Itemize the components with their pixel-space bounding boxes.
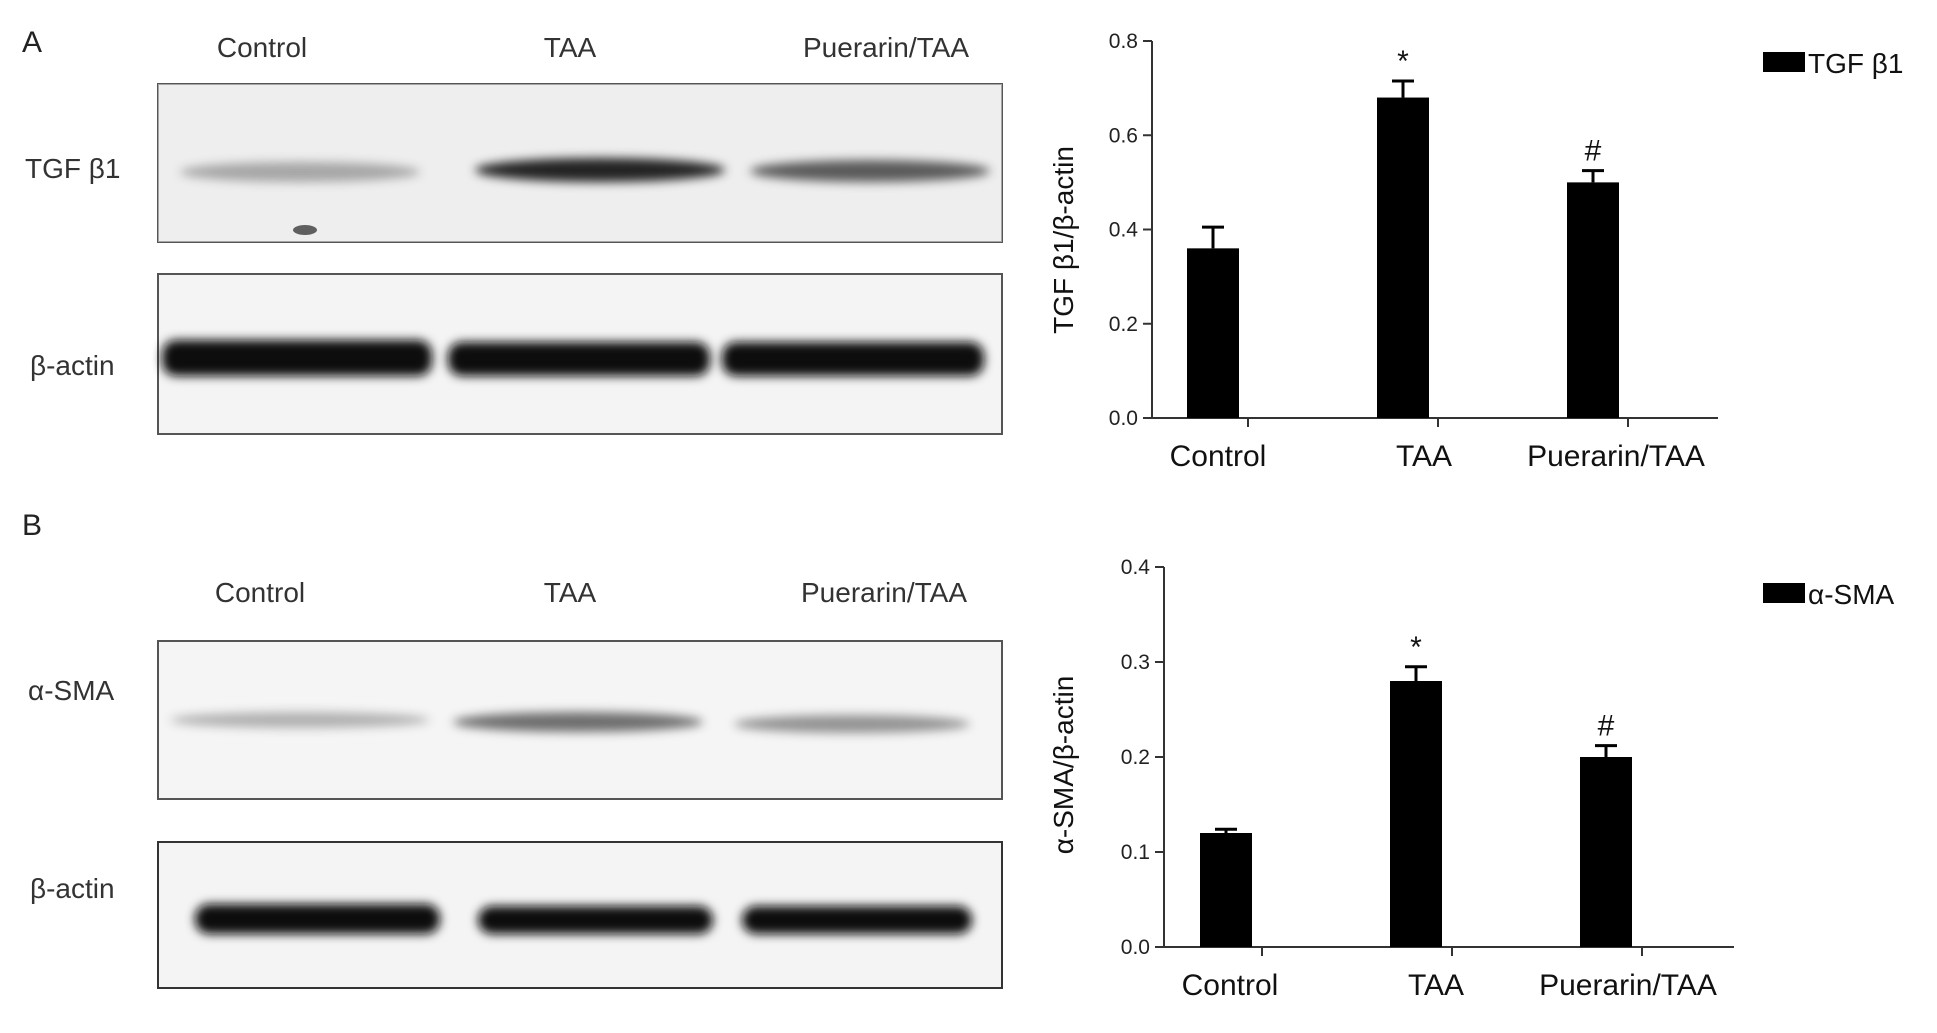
y-tick-label: 0.0 [1109,407,1138,430]
y-tick-label: 0.4 [1121,556,1151,579]
lane-label: Puerarin/TAA [801,577,967,608]
blot-row-label: α-SMA [28,675,115,706]
legend: α-SMA [1763,579,1895,610]
western-blot-strip [157,841,1003,989]
x-tick-label: Control [1182,969,1279,1002]
panel-letter: B [22,509,42,542]
blot-band [742,906,972,934]
bar [1567,182,1619,418]
legend-swatch [1763,52,1805,72]
bar [1390,681,1442,947]
y-tick-label: 0.8 [1109,30,1138,53]
legend-label: α-SMA [1808,579,1895,610]
western-blot-strip [157,273,1003,435]
lane-label: Control [217,32,307,63]
blot-band [722,342,984,376]
blot-band [195,904,440,934]
lane-label: Control [215,577,305,608]
blot-band [478,906,713,934]
x-tick-label: TAA [1408,969,1464,1002]
y-axis-label: α-SMA/β-actin [1048,676,1079,855]
significance-marker: * [1410,631,1422,664]
y-tick-label: 0.1 [1121,841,1150,864]
blot-band [734,715,970,733]
y-tick-label: 0.4 [1109,219,1139,242]
bar [1377,97,1429,419]
significance-marker: # [1598,710,1615,743]
blot-row-label: β-actin [30,873,115,904]
blot-band [162,340,432,376]
bar-chart-asma: α-SMA α-SMA/β-actin 0.0 0.1 0.2 0.3 0.4 Contr… [1048,556,1895,1002]
blot-band [448,342,710,376]
y-tick-label: 0.6 [1109,124,1138,147]
bar [1187,248,1239,418]
significance-marker: * [1397,45,1409,78]
panel-letter: A [22,26,42,59]
blot-band [750,160,990,182]
y-tick-label: 0.0 [1121,936,1150,959]
y-axis-label: TGF β1/β-actin [1048,146,1079,334]
blot-row-label: TGF β1 [25,153,120,184]
blot-band [180,162,420,182]
blot-band [170,712,430,728]
bar [1200,833,1252,947]
legend: TGF β1 [1763,48,1903,79]
y-tick-label: 0.2 [1121,746,1150,769]
legend-swatch [1763,583,1805,603]
western-blot-strip [157,640,1003,800]
panel-a: A Control TAA Puerarin/TAA TGF β1 β-acti… [22,26,1903,473]
y-tick-label: 0.3 [1121,651,1150,674]
blot-band [453,712,703,732]
significance-marker: # [1585,135,1602,168]
x-tick-label: Control [1170,440,1267,473]
western-blot-strip [157,83,1003,243]
lane-label: TAA [544,577,597,608]
blot-row-label: β-actin [30,350,115,381]
lane-label: Puerarin/TAA [803,32,969,63]
bar [1580,757,1632,947]
blot-band [475,158,725,182]
x-tick-label: Puerarin/TAA [1527,440,1705,473]
y-tick-label: 0.2 [1109,313,1138,336]
x-tick-label: TAA [1396,440,1452,473]
lane-label: TAA [544,32,597,63]
panel-b: B Control TAA Puerarin/TAA α-SMA β-actin… [22,509,1895,1002]
bar-chart-tgfb1: TGF β1 TGF β1/β-actin 0.0 0.2 0.4 0.6 0.8 Con… [1048,30,1903,473]
legend-label: TGF β1 [1808,48,1903,79]
x-tick-label: Puerarin/TAA [1539,969,1717,1002]
